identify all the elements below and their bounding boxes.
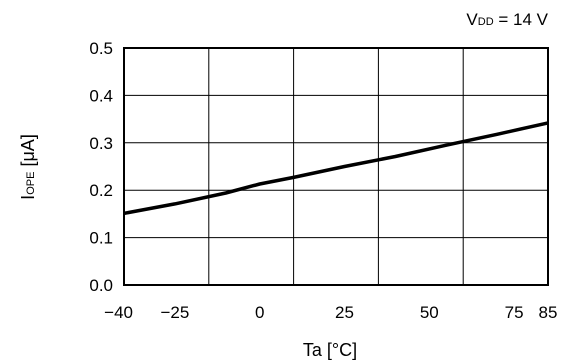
plot-frame <box>123 47 549 286</box>
x-tick-label: −25 <box>160 303 189 322</box>
series-line <box>123 121 549 216</box>
y-tick-label: 0.0 <box>89 276 113 295</box>
x-tick-label: 50 <box>420 303 439 322</box>
x-tick-labels: −40 −25 0 25 50 75 85 <box>104 303 557 322</box>
y-tick-label: 0.1 <box>89 229 113 248</box>
x-axis-label: Ta [°C] <box>303 340 357 360</box>
y-tick-label: 0.2 <box>89 181 113 200</box>
x-tick-label: 75 <box>505 303 524 322</box>
condition-label: VDD = 14 V <box>466 10 548 29</box>
series-group <box>123 121 549 216</box>
x-tick-label: −40 <box>104 303 133 322</box>
y-tick-label: 0.4 <box>89 86 113 105</box>
y-axis-label: IOPE [μA] <box>18 134 38 200</box>
x-tick-label: 25 <box>335 303 354 322</box>
y-tick-labels: 0.0 0.1 0.2 0.3 0.4 0.5 <box>89 39 113 295</box>
x-tick-label: 0 <box>255 303 264 322</box>
x-tick-label: 85 <box>539 303 558 322</box>
y-tick-label: 0.3 <box>89 134 113 153</box>
grid-lines <box>123 47 549 286</box>
y-tick-label: 0.5 <box>89 39 113 58</box>
